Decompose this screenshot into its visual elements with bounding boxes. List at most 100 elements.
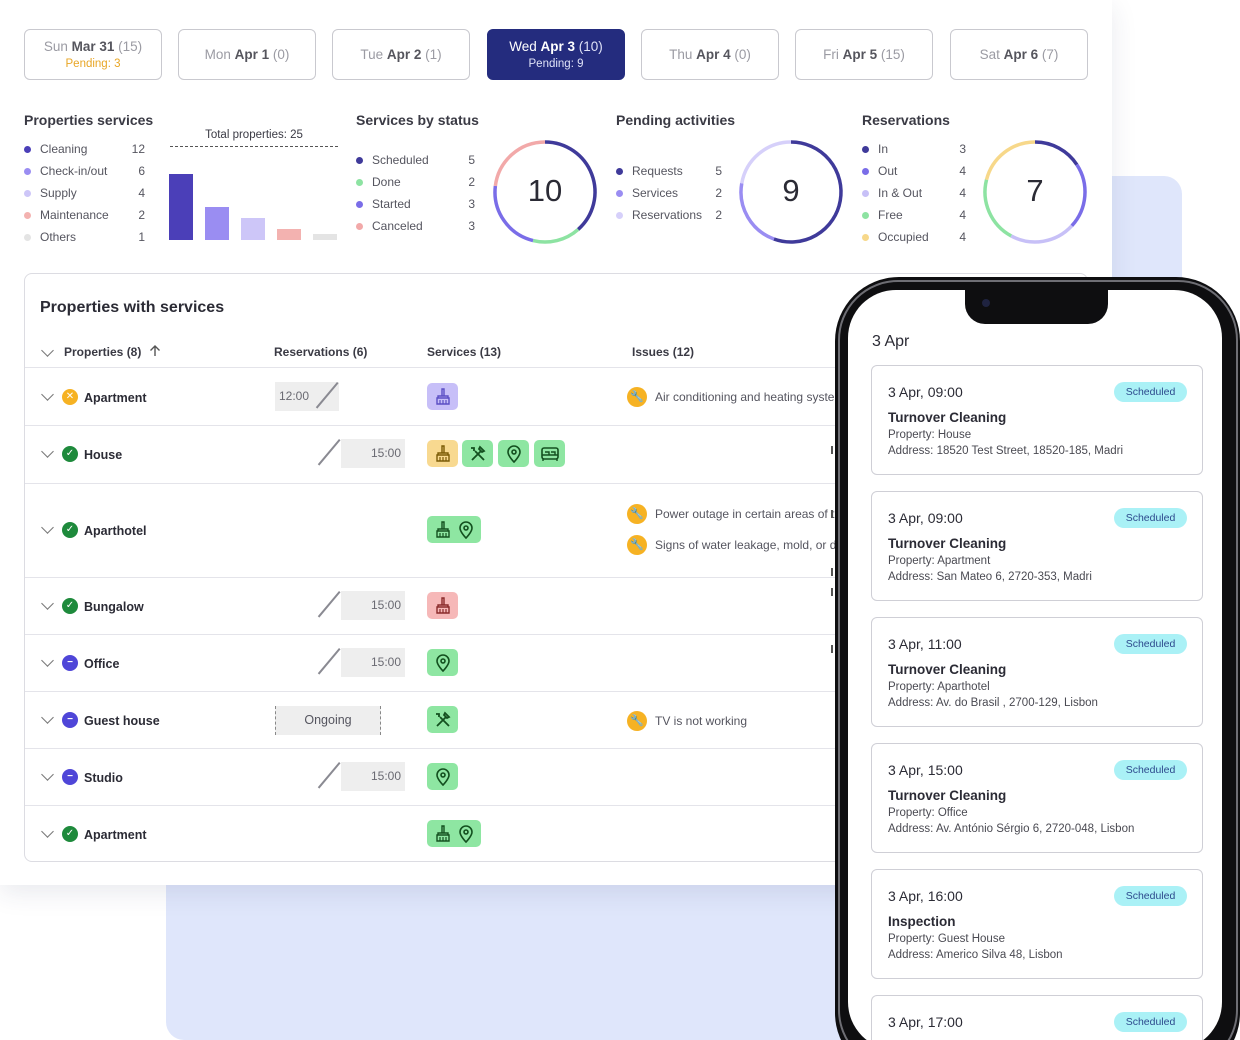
ring-segment-occupied	[984, 140, 1036, 181]
time-label: 15:00	[341, 439, 405, 468]
legend-label: Started	[372, 197, 411, 211]
legend-item: Started 3	[356, 197, 475, 213]
legend-dot	[862, 168, 869, 175]
sort-ascending-icon[interactable]	[149, 345, 161, 357]
day-tab-fri[interactable]: Fri Apr 5 (15)	[795, 29, 933, 80]
activity-time: 3 Apr, 09:00	[888, 510, 963, 526]
chevron-down-icon[interactable]	[41, 825, 54, 838]
activity-property: Property: Apartment	[888, 555, 991, 567]
chevron-down-icon[interactable]	[41, 711, 54, 724]
wrench-icon: 🔧	[627, 535, 647, 555]
legend-value: 2	[468, 175, 475, 189]
service-badge-checkin[interactable]	[427, 763, 458, 790]
service-badge-cleaning-checkin[interactable]	[427, 820, 481, 847]
legend-dot	[862, 190, 869, 197]
legend-value: 3	[468, 219, 475, 233]
chevron-down-icon[interactable]	[41, 597, 54, 610]
service-badge-cleaning[interactable]	[427, 440, 458, 467]
legend-label: Others	[40, 230, 77, 244]
service-badge-cleaning[interactable]	[427, 592, 458, 619]
day-tabs: Sun Mar 31 (15) Pending: 3 Mon Apr 1 (0)…	[24, 29, 1088, 80]
location-pin-icon	[435, 767, 450, 786]
legend-dot	[24, 234, 31, 241]
ring-segment-started	[493, 185, 534, 243]
time-divider	[317, 439, 341, 466]
legend-dot	[356, 201, 363, 208]
activity-card[interactable]: 3 Apr, 17:00 Scheduled	[871, 995, 1203, 1040]
collapse-all-icon[interactable]	[41, 344, 54, 357]
property-name: Guest house	[84, 714, 160, 728]
table-row[interactable]: ✓ Bungalow 15:00	[25, 577, 1087, 634]
chevron-down-icon[interactable]	[41, 445, 54, 458]
day-tab-tue[interactable]: Tue Apr 2 (1)	[332, 29, 470, 80]
legend-value: 6	[138, 164, 145, 178]
property-name: Aparthotel	[84, 524, 147, 538]
reservation-time: 15:00	[315, 591, 423, 620]
activity-card[interactable]: 3 Apr, 16:00 Scheduled Inspection Proper…	[871, 869, 1203, 979]
service-badge-supply[interactable]	[534, 440, 565, 467]
issue-text: Power outage in certain areas of t	[655, 507, 835, 521]
legend-value: 5	[468, 153, 475, 167]
time-label: 15:00	[341, 648, 405, 677]
service-badge-maintenance[interactable]	[427, 706, 458, 733]
chevron-down-icon[interactable]	[41, 654, 54, 667]
day-count: (15)	[880, 47, 905, 62]
legend-item: Cleaning 12	[24, 142, 145, 158]
day-tab-wed[interactable]: Wed Apr 3 (10) Pending: 9	[487, 29, 625, 80]
legend-dot	[356, 223, 363, 230]
day-date: Apr 6	[1003, 47, 1039, 62]
service-badge-checkin[interactable]	[427, 649, 458, 676]
property-name: Apartment	[84, 391, 147, 405]
service-badge-cleaning[interactable]	[427, 383, 458, 410]
reservations-ring	[983, 140, 1087, 244]
activity-card[interactable]: 3 Apr, 09:00 Scheduled Turnover Cleaning…	[871, 491, 1203, 601]
day-tab-sat[interactable]: Sat Apr 6 (7)	[950, 29, 1088, 80]
tools-icon	[435, 710, 451, 727]
table-row[interactable]: − Office 15:00	[25, 634, 1087, 691]
day-date: Apr 5	[842, 47, 878, 62]
day-tab-mon[interactable]: Mon Apr 1 (0)	[178, 29, 316, 80]
service-badge-maintenance[interactable]	[462, 440, 493, 467]
legend-label: Cleaning	[40, 142, 88, 156]
legend-dot	[356, 157, 363, 164]
bar-supply	[241, 218, 265, 240]
activity-card[interactable]: 3 Apr, 11:00 Scheduled Turnover Cleaning…	[871, 617, 1203, 727]
col-reservations[interactable]: Reservations (6)	[274, 345, 368, 359]
ring-segment-reservations	[740, 140, 792, 184]
chevron-down-icon[interactable]	[41, 521, 54, 534]
table-row[interactable]: ✓ House 15:00	[25, 425, 1087, 483]
legend-value: 4	[959, 208, 966, 222]
minus-circle-icon: −	[62, 712, 78, 728]
table-row[interactable]: − Guest house Ongoing 🔧 TV is not working	[25, 691, 1087, 748]
broom-icon	[435, 520, 450, 538]
service-badge-cleaning-checkin[interactable]	[427, 516, 481, 543]
col-services[interactable]: Services (13)	[427, 345, 502, 359]
service-badge-checkin[interactable]	[498, 440, 529, 467]
legend-label: Check-in/out	[40, 164, 108, 178]
table-row[interactable]: ✕ Apartment 12:00 🔧 Air conditioning and …	[25, 367, 1087, 425]
activity-address: Address: Av. do Brasil , 2700-129, Lisbo…	[888, 697, 1098, 709]
day-tab-sun[interactable]: Sun Mar 31 (15) Pending: 3	[24, 29, 162, 80]
table-row[interactable]: ✓ Apartment	[25, 805, 1087, 861]
col-issues[interactable]: Issues (12)	[632, 345, 695, 359]
activity-card[interactable]: 3 Apr, 09:00 Scheduled Turnover Cleaning…	[871, 365, 1203, 475]
legend-dot	[862, 146, 869, 153]
phone-date-title: 3 Apr	[872, 333, 910, 350]
status-badge: Scheduled	[1114, 634, 1187, 654]
table-row[interactable]: − Studio 15:00	[25, 748, 1087, 805]
chevron-down-icon[interactable]	[41, 768, 54, 781]
check-circle-icon: ✓	[62, 522, 78, 538]
day-tab-thu[interactable]: Thu Apr 4 (0)	[641, 29, 779, 80]
legend-value: 5	[715, 164, 722, 178]
services-status-total: 10	[527, 173, 563, 208]
issue-text: Air conditioning and heating syste	[655, 390, 835, 404]
chevron-down-icon[interactable]	[41, 388, 54, 401]
legend-item: Scheduled 5	[356, 153, 475, 169]
col-properties[interactable]: Properties (8)	[64, 345, 161, 359]
legend-value: 1	[138, 230, 145, 244]
time-label: 15:00	[341, 762, 405, 791]
wrench-icon: 🔧	[627, 387, 647, 407]
legend-dot	[24, 212, 31, 219]
activity-card[interactable]: 3 Apr, 15:00 Scheduled Turnover Cleaning…	[871, 743, 1203, 853]
table-row[interactable]: ✓ Aparthotel 🔧 Power outage in certain ar…	[25, 483, 1087, 577]
